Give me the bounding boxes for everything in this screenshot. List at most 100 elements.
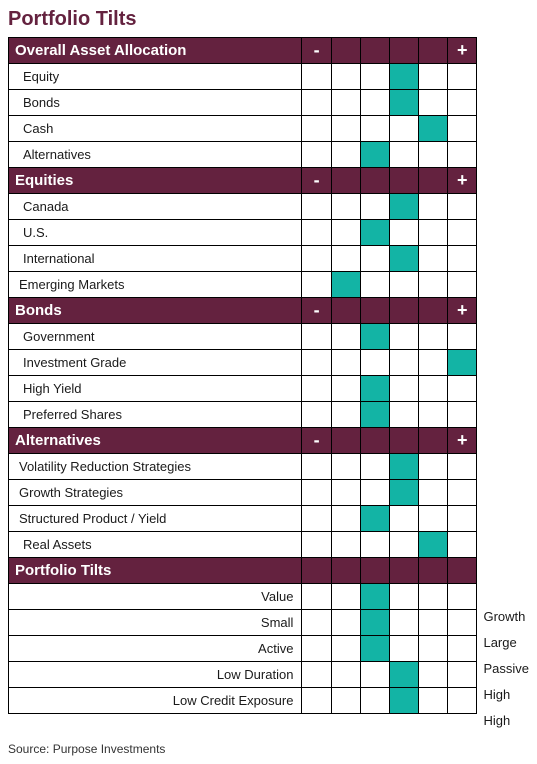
- tilt-cell: [302, 532, 331, 558]
- right-label: Growth: [481, 604, 529, 630]
- tilt-row: Equity: [9, 64, 477, 90]
- plus-icon: +: [448, 298, 477, 324]
- tilt-cell: [360, 324, 389, 350]
- tilt-cell: [302, 350, 331, 376]
- tilt-cell: [331, 376, 360, 402]
- tilt-cell: [448, 142, 477, 168]
- row-label: Active: [9, 636, 302, 662]
- right-label: Large: [481, 630, 529, 656]
- section-title: Portfolio Tilts: [9, 558, 302, 584]
- tilt-row: Alternatives: [9, 142, 477, 168]
- tilt-row: Government: [9, 324, 477, 350]
- tilt-cell: [331, 688, 360, 714]
- tilt-cell: [418, 116, 447, 142]
- tilt-row: Volatility Reduction Strategies: [9, 454, 477, 480]
- tilt-cell: [360, 454, 389, 480]
- tilt-cell: [302, 662, 331, 688]
- tilt-cell: [418, 272, 447, 298]
- tilt-cell: [418, 454, 447, 480]
- header-cell: [448, 558, 477, 584]
- tilt-cell: [360, 610, 389, 636]
- tilt-cell: [418, 584, 447, 610]
- row-label: Low Credit Exposure: [9, 688, 302, 714]
- section-header: Portfolio Tilts: [9, 558, 477, 584]
- tilt-cell: [360, 272, 389, 298]
- tilt-cell: [389, 402, 418, 428]
- header-cell: [418, 558, 447, 584]
- row-label: Equity: [9, 64, 302, 90]
- tilt-cell: [448, 454, 477, 480]
- tilt-row: Value: [9, 584, 477, 610]
- tilt-cell: [360, 662, 389, 688]
- tilt-matrix: Overall Asset Allocation-+EquityBondsCas…: [8, 37, 477, 714]
- tilt-cell: [448, 584, 477, 610]
- matrix-wrap: Overall Asset Allocation-+EquityBondsCas…: [8, 37, 529, 734]
- header-cell: [302, 558, 331, 584]
- tilt-row: Low Duration: [9, 662, 477, 688]
- row-label: Volatility Reduction Strategies: [9, 454, 302, 480]
- tilt-cell: [302, 116, 331, 142]
- tilt-row: Growth Strategies: [9, 480, 477, 506]
- tilt-cell: [360, 480, 389, 506]
- section-header: Alternatives-+: [9, 428, 477, 454]
- right-label: High: [481, 682, 529, 708]
- tilt-cell: [389, 610, 418, 636]
- tilt-cell: [389, 480, 418, 506]
- tilt-cell: [331, 246, 360, 272]
- tilt-cell: [331, 480, 360, 506]
- header-cell: [418, 168, 447, 194]
- tilt-cell: [418, 610, 447, 636]
- tilt-cell: [360, 688, 389, 714]
- header-cell: [418, 298, 447, 324]
- header-cell: [389, 298, 418, 324]
- header-cell: [418, 38, 447, 64]
- tilt-cell: [331, 662, 360, 688]
- plus-icon: +: [448, 168, 477, 194]
- tilt-cell: [389, 64, 418, 90]
- section-header: Equities-+: [9, 168, 477, 194]
- tilt-cell: [302, 454, 331, 480]
- row-label: Government: [9, 324, 302, 350]
- header-cell: [360, 558, 389, 584]
- row-label: Real Assets: [9, 532, 302, 558]
- page-title: Portfolio Tilts: [8, 8, 529, 31]
- header-cell: [331, 298, 360, 324]
- tilt-cell: [418, 220, 447, 246]
- tilt-cell: [448, 324, 477, 350]
- header-cell: [331, 558, 360, 584]
- tilt-cell: [360, 532, 389, 558]
- tilt-cell: [389, 116, 418, 142]
- tilt-cell: [331, 454, 360, 480]
- tilt-cell: [389, 324, 418, 350]
- tilt-row: Structured Product / Yield: [9, 506, 477, 532]
- tilt-row: Bonds: [9, 90, 477, 116]
- tilt-cell: [331, 142, 360, 168]
- row-label: Emerging Markets: [9, 272, 302, 298]
- tilt-cell: [389, 506, 418, 532]
- row-label: Value: [9, 584, 302, 610]
- tilt-cell: [448, 64, 477, 90]
- tilt-cell: [360, 376, 389, 402]
- tilt-cell: [418, 376, 447, 402]
- tilt-cell: [448, 688, 477, 714]
- right-label: Passive: [481, 656, 529, 682]
- row-label: Structured Product / Yield: [9, 506, 302, 532]
- tilt-cell: [360, 636, 389, 662]
- row-label: Cash: [9, 116, 302, 142]
- tilt-cell: [389, 532, 418, 558]
- tilt-cell: [448, 402, 477, 428]
- tilt-cell: [448, 220, 477, 246]
- tilt-cell: [418, 142, 447, 168]
- tilt-cell: [302, 402, 331, 428]
- row-label: Low Duration: [9, 662, 302, 688]
- tilt-cell: [331, 636, 360, 662]
- tilt-cell: [360, 402, 389, 428]
- tilt-row: International: [9, 246, 477, 272]
- row-label: Small: [9, 610, 302, 636]
- tilt-cell: [331, 506, 360, 532]
- header-cell: [360, 38, 389, 64]
- right-labels-column: .....................GrowthLargePassiveH…: [481, 58, 529, 734]
- row-label: International: [9, 246, 302, 272]
- tilt-cell: [448, 376, 477, 402]
- tilt-cell: [302, 142, 331, 168]
